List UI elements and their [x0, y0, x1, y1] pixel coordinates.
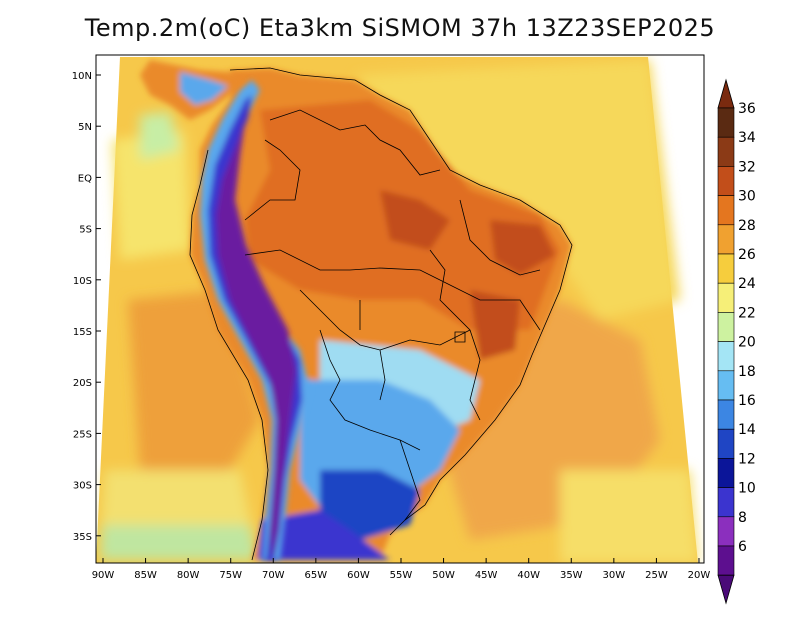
pacific-far-south-green	[100, 525, 258, 560]
colorbar-bottom-arrow	[717, 574, 735, 605]
colorbar-label: 12	[738, 451, 756, 467]
colorbar-label: 32	[738, 159, 756, 175]
colorbar-swatch	[717, 487, 735, 518]
lat-label: 35S	[73, 532, 92, 543]
pacific-north-cool	[112, 130, 190, 260]
lon-label: 70W	[262, 570, 285, 581]
colorbar-swatch	[717, 107, 735, 138]
colorbar-top-arrow	[717, 78, 735, 109]
colorbar-swatch	[717, 136, 735, 167]
colorbar-label: 20	[738, 335, 756, 351]
patagonia-cold	[258, 510, 390, 560]
atlantic-north-warm	[355, 60, 680, 320]
colorbar-swatch	[717, 195, 735, 226]
longitude-axis: 90W 85W 80W 75W 70W 65W 60W 55W 50W 45W 40W 35W 30W 2…	[92, 558, 711, 581]
colorbar-swatch	[717, 399, 735, 430]
colorbar-swatch	[717, 341, 735, 372]
colorbar-swatch	[717, 545, 735, 576]
lon-label: 40W	[517, 570, 540, 581]
colorbar: 36 34 32 30 28 26 24 22 20 18 16 14 12 10 8 6	[717, 78, 756, 605]
colorbar-label: 34	[738, 130, 756, 146]
colorbar-label: 36	[738, 101, 756, 117]
central-america-highlands	[180, 72, 228, 105]
colorbar-label: 28	[738, 218, 756, 234]
andes-core-band	[216, 115, 296, 560]
lon-label: 60W	[347, 570, 370, 581]
lon-label: 45W	[475, 570, 498, 581]
lon-label: 85W	[134, 570, 157, 581]
atlantic-far-south	[560, 470, 698, 563]
colorbar-swatch	[717, 312, 735, 342]
colorbar-swatch	[717, 428, 735, 459]
lat-label: 5S	[79, 225, 92, 236]
lat-label: 15S	[73, 327, 92, 338]
lon-label: 25W	[645, 570, 668, 581]
lat-label: 10N	[72, 71, 92, 82]
colorbar-swatch	[717, 224, 735, 255]
country-borders	[189, 67, 573, 561]
lon-label: 35W	[560, 570, 583, 581]
colorbar-swatch	[717, 253, 735, 284]
map-frame	[95, 54, 705, 564]
colorbar-label: 16	[738, 393, 756, 409]
colorbar-label: 10	[738, 481, 756, 497]
colorbar-label: 14	[738, 422, 756, 438]
lon-label: 50W	[432, 570, 455, 581]
lat-label: 10S	[73, 276, 92, 287]
colorbar-label: 18	[738, 364, 756, 380]
chart-title: Temp.2m(oC) Eta3km SiSMOM 37h 13Z23SEP20…	[84, 14, 716, 42]
colorbar-swatch	[717, 516, 735, 547]
latitude-axis: 10N 5N EQ 5S 10S 15S 20S 25S 30S 35S	[72, 71, 101, 543]
colorbar-label: 30	[738, 189, 756, 205]
colorbar-swatch	[717, 370, 735, 401]
colorbar-label: 8	[738, 510, 747, 526]
lon-label: 55W	[390, 570, 413, 581]
colorbar-swatch	[717, 282, 735, 313]
lon-label: 20W	[688, 570, 711, 581]
lon-label: 65W	[305, 570, 328, 581]
colorbar-swatch	[717, 166, 735, 196]
colorbar-label: 6	[738, 539, 747, 555]
lat-label: 30S	[73, 481, 92, 492]
lon-label: 75W	[219, 570, 242, 581]
lat-label: 5N	[78, 122, 92, 133]
colorbar-swatch	[717, 458, 735, 488]
hottest-patches	[380, 190, 555, 360]
pampas-cold-zone	[320, 470, 420, 540]
lon-label: 80W	[177, 570, 200, 581]
lat-label: 20S	[73, 378, 92, 389]
colorbar-label: 26	[738, 247, 756, 263]
colorbar-label: 24	[738, 276, 756, 292]
pacific-green-patch	[140, 112, 180, 160]
lat-label: EQ	[78, 173, 92, 184]
lon-label: 30W	[603, 570, 626, 581]
colorbar-label: 22	[738, 305, 756, 321]
lon-label: 90W	[92, 570, 115, 581]
lat-label: 25S	[73, 429, 92, 440]
